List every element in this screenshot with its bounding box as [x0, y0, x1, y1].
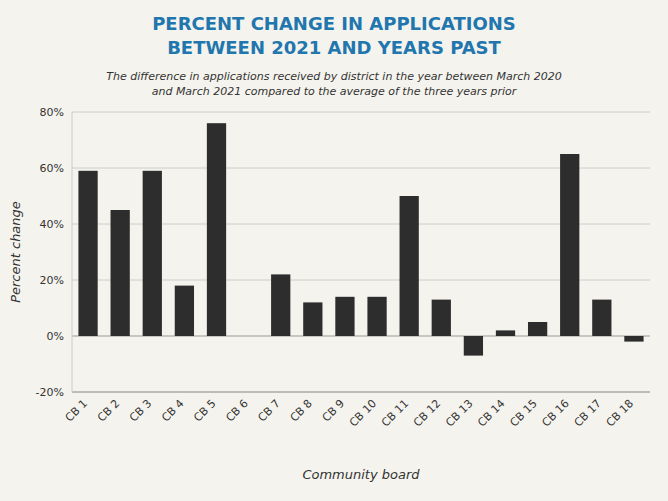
x-tick-label: CB 2: [95, 397, 122, 424]
x-tick-label: CB 18: [604, 397, 636, 429]
bar: [560, 154, 579, 336]
bar: [78, 171, 97, 336]
bar: [400, 196, 419, 336]
bar: [271, 274, 290, 336]
y-tick-label: 0%: [47, 330, 64, 343]
grid: [72, 112, 650, 392]
y-tick-label: 20%: [40, 274, 64, 287]
x-tick-label: CB 13: [443, 397, 475, 429]
y-tick-label: 80%: [40, 106, 64, 119]
bar: [528, 322, 547, 336]
x-axis-label: Community board: [302, 467, 420, 482]
x-tick-label: CB 1: [63, 397, 90, 424]
y-axis-label: Percent change: [8, 201, 23, 303]
bar: [143, 171, 162, 336]
subtitle-line: and March 2021 compared to the average o…: [152, 85, 518, 98]
bar: [432, 300, 451, 336]
subtitle-line: The difference in applications received …: [106, 70, 562, 83]
x-tick-label: CB 14: [475, 397, 507, 429]
bars: [78, 123, 643, 355]
y-axis-line: [72, 112, 73, 392]
x-tick-label: CB 6: [223, 397, 250, 424]
bar: [335, 297, 354, 336]
bar: [496, 330, 515, 336]
y-tick-label: 60%: [40, 162, 64, 175]
x-tick-label: CB 15: [507, 397, 539, 429]
title-line: BETWEEN 2021 AND YEARS PAST: [167, 37, 501, 58]
y-tick-label: -20%: [36, 386, 64, 399]
bar: [624, 336, 643, 342]
bar: [303, 302, 322, 336]
x-tick-label: CB 7: [255, 397, 282, 424]
x-tick-label: CB 4: [159, 397, 186, 424]
x-tick-label: CB 17: [572, 397, 604, 429]
title-line: PERCENT CHANGE IN APPLICATIONS: [152, 13, 516, 34]
x-tick-label: CB 12: [411, 397, 443, 429]
x-tick-label: CB 16: [540, 397, 572, 429]
x-tick-label: CB 3: [127, 397, 154, 424]
bar: [464, 336, 483, 356]
x-axis-line: [72, 392, 650, 393]
title: PERCENT CHANGE IN APPLICATIONS BETWEEN 20…: [152, 13, 516, 58]
bar: [111, 210, 130, 336]
x-tick-label: CB 8: [288, 397, 315, 424]
grid-line: [72, 392, 650, 393]
y-tick-label: 40%: [40, 218, 64, 231]
grid-line: [72, 112, 650, 113]
x-tick-label: CB 10: [347, 397, 379, 429]
bar: [592, 300, 611, 336]
bar: [239, 336, 258, 337]
bar: [207, 123, 226, 336]
background: [0, 0, 668, 501]
x-tick-label: CB 9: [320, 397, 347, 424]
bar: [367, 297, 386, 336]
x-tick-label: CB 5: [191, 397, 218, 424]
bar: [175, 286, 194, 336]
x-tick-label: CB 11: [379, 397, 411, 429]
subtitle: The difference in applications received …: [106, 70, 562, 98]
chart: PERCENT CHANGE IN APPLICATIONS BETWEEN 20…: [0, 0, 668, 501]
